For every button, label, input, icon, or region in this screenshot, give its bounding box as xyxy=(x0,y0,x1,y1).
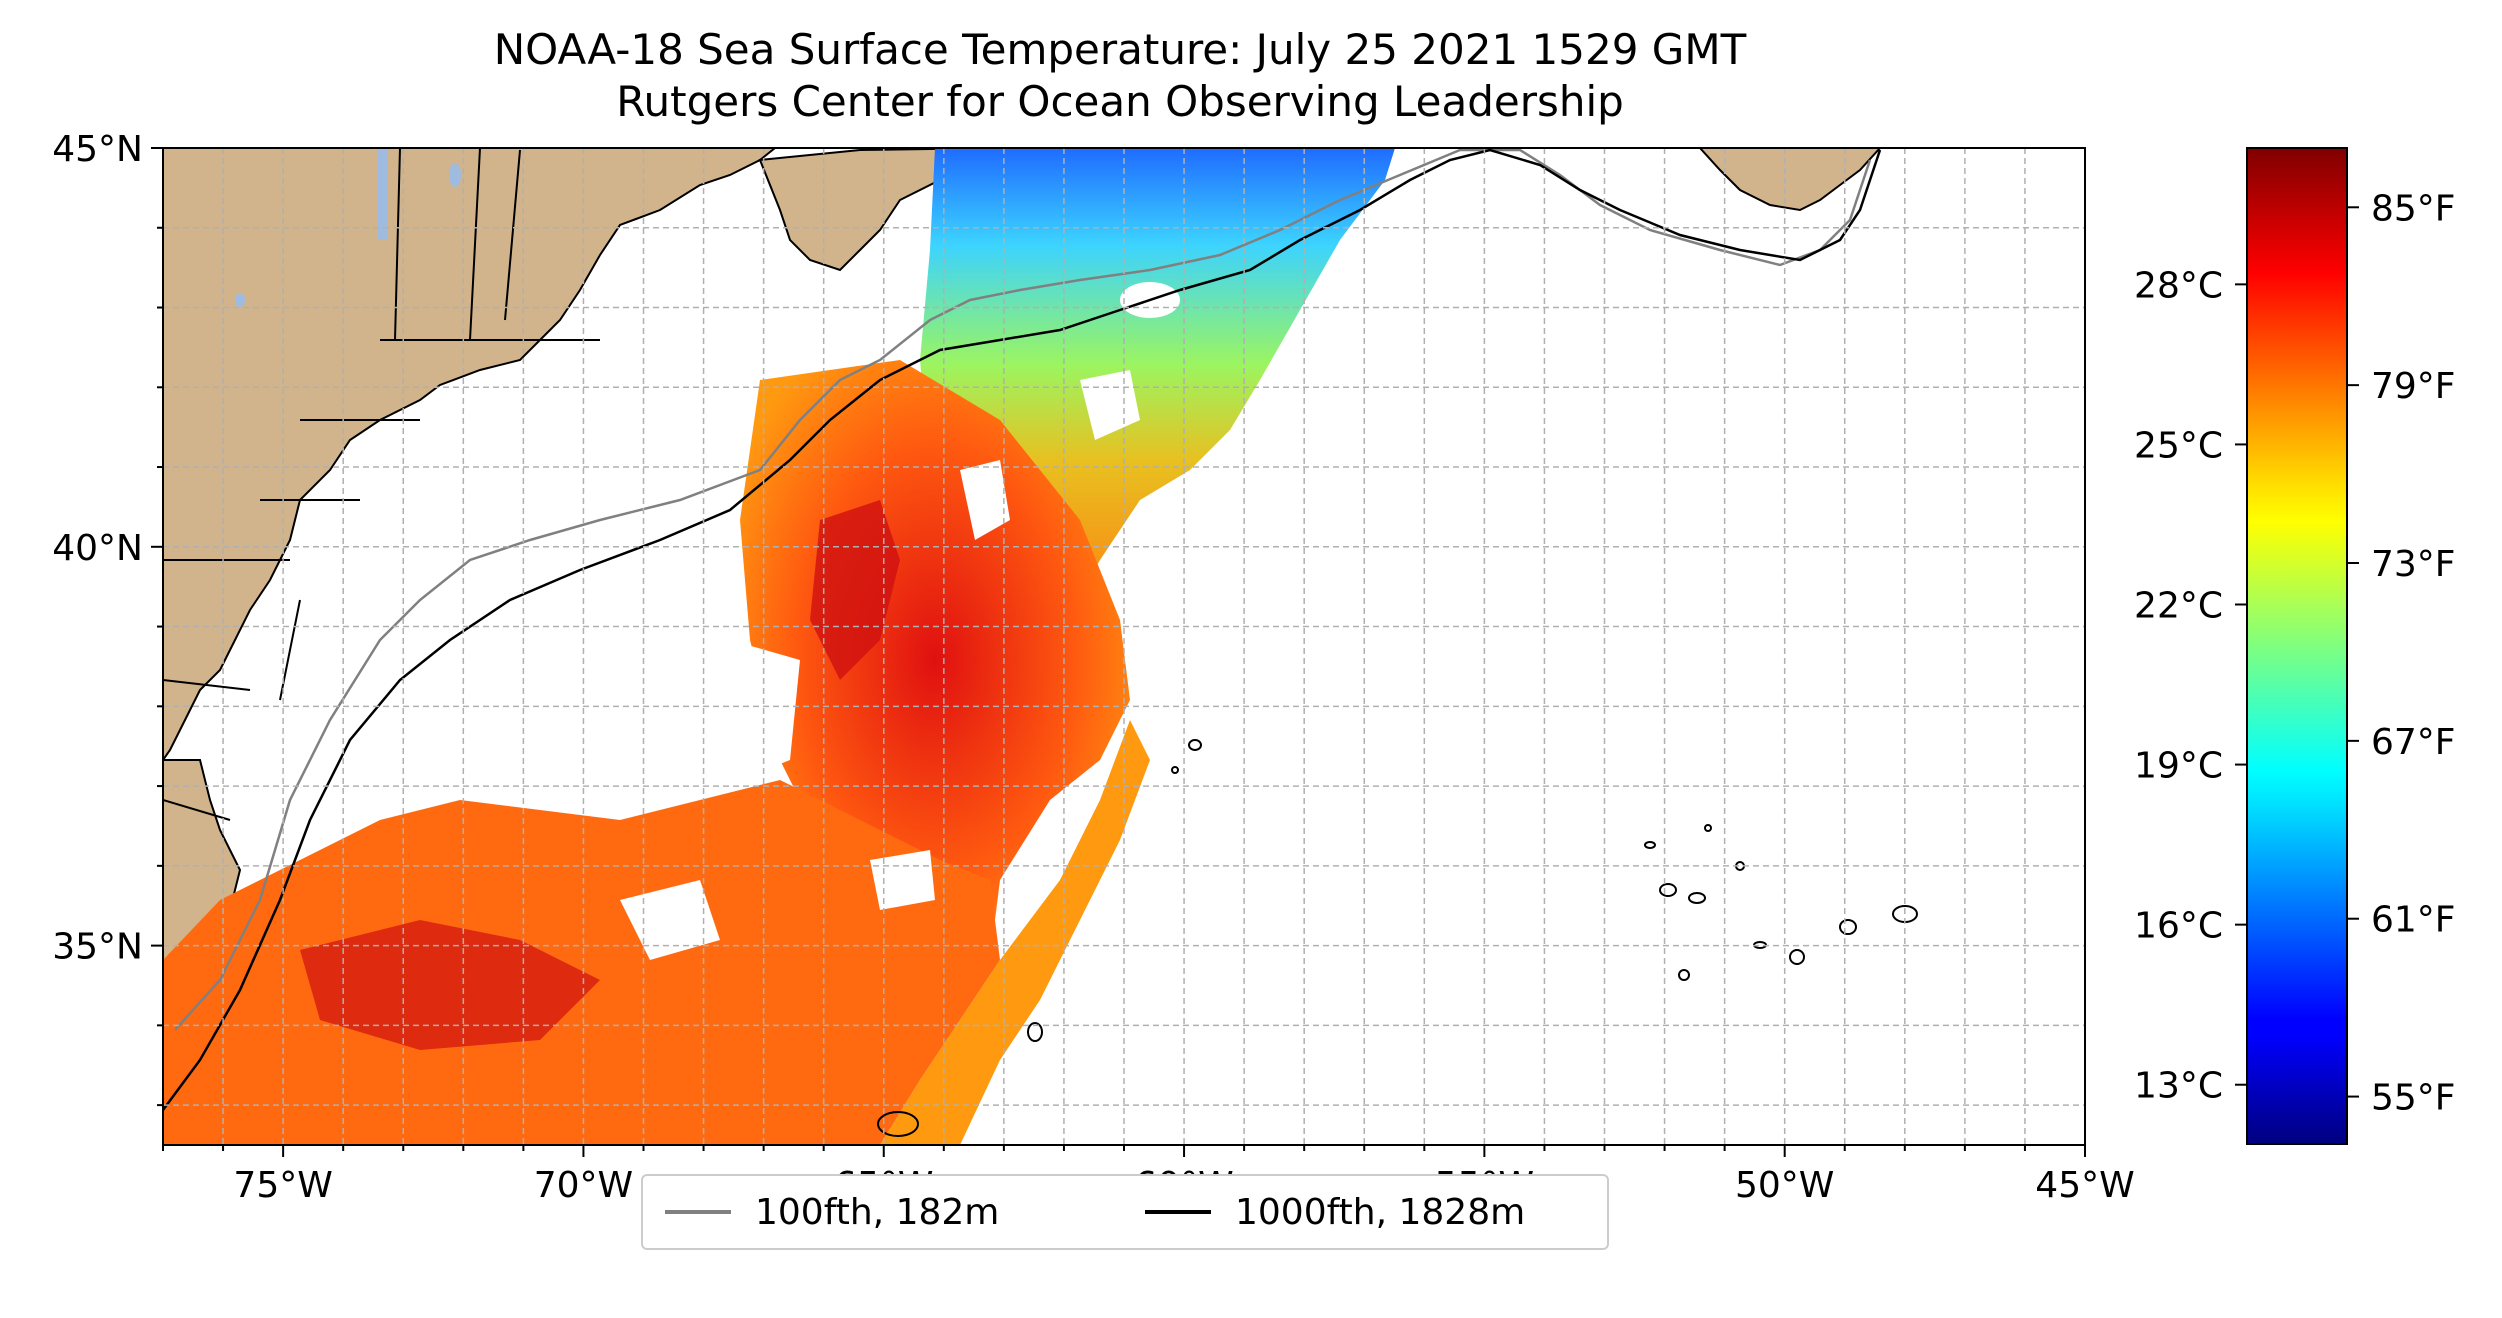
land-mass xyxy=(758,148,1061,272)
legend-label-100fth: 100fth, 182m xyxy=(755,1191,1000,1233)
lakes xyxy=(235,150,461,307)
x-tick-label: 75°W xyxy=(233,1165,332,1206)
title-line-1: NOAA-18 Sea Surface Temperature: July 25… xyxy=(493,25,1747,74)
colorbar xyxy=(2246,147,2348,1145)
colorbar-fahrenheit-label: 85°F xyxy=(2371,188,2456,229)
colorbar-celsius-label: 16°C xyxy=(2134,906,2223,947)
legend-entry-1000fth: 1000fth, 1828m xyxy=(1145,1176,1525,1248)
cloud-gaps xyxy=(620,282,1180,960)
contour-1000fth xyxy=(163,148,1882,1111)
x-tick-label: 70°W xyxy=(534,1165,633,1206)
x-tick-label: 45°W xyxy=(2035,1165,2134,1206)
sst-swath-southeast xyxy=(880,720,1150,1145)
legend-swatch-100fth xyxy=(665,1210,731,1214)
y-tick-label: 45°N xyxy=(52,129,143,170)
land-mass xyxy=(1698,148,1882,212)
colorbar-ticks: 13°C 16°C 19°C 22°C 25°C 28°C 55°F 61°F 67°F 73°F… xyxy=(2134,188,2455,1118)
figure-title: NOAA-18 Sea Surface Temperature: July 25… xyxy=(160,24,2080,128)
land-mass xyxy=(163,148,777,762)
colorbar-celsius-label: 22°C xyxy=(2134,586,2223,627)
state-borders xyxy=(163,148,600,821)
colorbar-celsius-label: 28°C xyxy=(2134,265,2223,306)
sst-hotspot xyxy=(300,920,600,1050)
y-tick-label: 35°N xyxy=(52,927,143,968)
legend-label-1000fth: 1000fth, 1828m xyxy=(1235,1191,1526,1233)
contour-100fth xyxy=(174,148,1872,1031)
legend: 100fth, 182m 1000fth, 1828m xyxy=(641,1174,1609,1250)
colorbar-celsius-label: 25°C xyxy=(2134,425,2223,466)
sst-hotspot xyxy=(810,500,900,680)
x-tick-label: 50°W xyxy=(1735,1165,1834,1206)
colorbar-celsius-label: 13°C xyxy=(2134,1066,2223,1107)
title-line-2: Rutgers Center for Ocean Observing Leade… xyxy=(616,77,1624,126)
legend-swatch-1000fth xyxy=(1145,1210,1211,1214)
colorbar-celsius-label: 19°C xyxy=(2134,746,2223,787)
legend-entry-100fth: 100fth, 182m xyxy=(665,1176,999,1248)
colorbar-fahrenheit-label: 55°F xyxy=(2371,1078,2456,1119)
seamount-contours xyxy=(877,739,1918,1137)
colorbar-fahrenheit-label: 79°F xyxy=(2371,366,2456,407)
y-tick-label: 40°N xyxy=(52,528,143,569)
gridlines xyxy=(163,148,2085,1145)
colorbar-fahrenheit-label: 73°F xyxy=(2371,544,2456,585)
colorbar-fahrenheit-label: 67°F xyxy=(2371,722,2456,763)
sst-swath-gulfstream xyxy=(163,780,1000,1145)
colorbar-fahrenheit-label: 61°F xyxy=(2371,900,2456,941)
